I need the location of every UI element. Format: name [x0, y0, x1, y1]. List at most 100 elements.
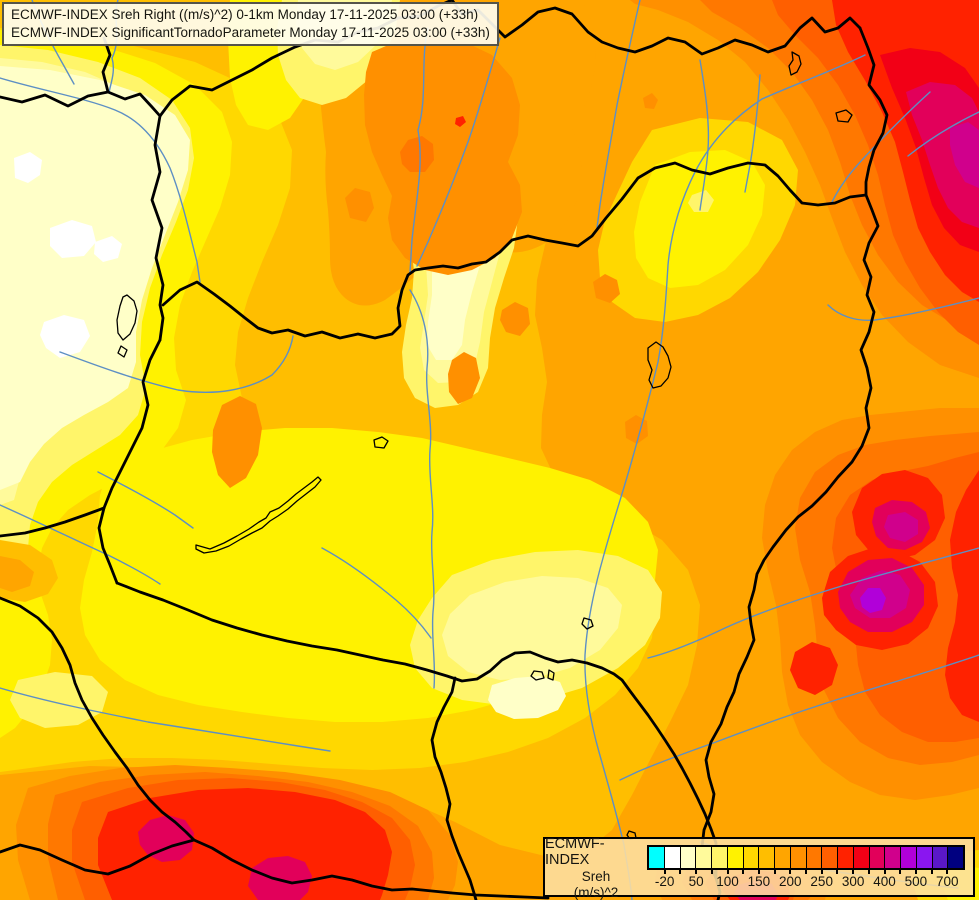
contour-region [248, 856, 312, 900]
scale-tick-label: 150 [747, 874, 771, 889]
country-border-line [150, 114, 165, 342]
scale-tick-label: 200 [779, 874, 802, 889]
color-swatch [852, 847, 869, 868]
contour-region [945, 470, 979, 722]
contour-region [40, 315, 90, 358]
country-border-line [0, 596, 196, 842]
color-scale-tick-labels: -20 50 100 150 200 250 300 400 500 700 [649, 874, 963, 890]
color-swatch [900, 847, 916, 868]
small-lake-outline [373, 436, 389, 449]
color-swatch [868, 847, 885, 868]
color-swatch [931, 847, 948, 868]
scale-tick [726, 868, 729, 874]
contour-region [345, 188, 374, 222]
river [596, 0, 641, 229]
lake-balaton-outline [195, 476, 322, 554]
color-swatch [695, 847, 711, 868]
color-swatch [884, 847, 900, 868]
river [409, 27, 429, 273]
color-swatch [679, 847, 696, 868]
scale-tick [930, 868, 933, 874]
color-scale-ticks [649, 868, 963, 874]
contour-region [790, 642, 838, 695]
contour-region [593, 274, 620, 303]
legend-parameter-label: Sreh [581, 868, 611, 884]
forecast-title-line2: ECMWF-INDEX SignificantTornadoParameter … [11, 24, 490, 40]
river [0, 687, 331, 752]
color-swatch [915, 847, 932, 868]
river [827, 297, 979, 322]
scale-tick-label: -20 [654, 874, 675, 889]
river [619, 654, 979, 781]
legend-units-label: (m/s)^2 [573, 884, 619, 900]
legend-labels: ECMWF-INDEX Sreh (m/s)^2 [545, 836, 647, 900]
river [416, 37, 501, 267]
scale-tick-label: 300 [841, 874, 865, 889]
contour-region [500, 302, 530, 336]
contour-region [448, 352, 480, 404]
contour-region [950, 122, 979, 188]
scale-tick [867, 868, 870, 874]
country-border-line [115, 581, 718, 880]
country-border-line [450, 0, 862, 56]
color-swatch [758, 847, 774, 868]
legend-panel: ECMWF-INDEX Sreh (m/s)^2 -20 50 100 150 200 2… [543, 836, 975, 900]
color-swatch [947, 847, 963, 868]
small-lake-outline [788, 51, 802, 76]
contour-region [10, 672, 108, 728]
color-swatch [726, 847, 743, 868]
contour-region [643, 93, 658, 109]
country-border-line [430, 676, 478, 900]
scale-tick [695, 868, 698, 874]
scale-tick-label: 500 [904, 874, 928, 889]
color-swatch [711, 847, 727, 868]
contour-region [398, 226, 428, 251]
river [647, 547, 979, 659]
scale-tick [836, 868, 839, 874]
contour-region [94, 236, 122, 262]
scale-tick [914, 868, 917, 874]
small-lake-outline [835, 109, 853, 123]
forecast-title-line1: ECMWF-INDEX Sreh Right ((m/s)^2) 0-1km M… [11, 7, 479, 22]
contour-region [884, 512, 918, 542]
country-border-line [0, 506, 106, 538]
scale-tick [805, 868, 807, 874]
contour-region [212, 396, 262, 488]
color-scale-bar [647, 845, 965, 870]
contour-region [98, 788, 392, 900]
contour-region [860, 588, 886, 613]
lake-tisza-outline [647, 341, 672, 389]
contour-region [488, 676, 566, 719]
color-swatch [805, 847, 822, 868]
scale-tick [757, 868, 760, 874]
legend-scale: -20 50 100 150 200 250 300 400 500 700 [647, 844, 965, 895]
country-border-line [97, 338, 162, 585]
contour-region [400, 136, 434, 172]
small-lake-outline [581, 617, 594, 630]
country-border-line [0, 838, 550, 900]
scale-tick-label: 250 [810, 874, 833, 889]
scale-tick [899, 868, 902, 874]
scale-tick [663, 868, 666, 874]
contour-region [634, 150, 765, 288]
river [321, 547, 432, 639]
country-borders [0, 0, 889, 900]
country-border-line [700, 26, 889, 900]
river [409, 289, 436, 689]
river [0, 504, 161, 585]
color-swatch [774, 847, 790, 868]
river [584, 54, 866, 900]
river [831, 91, 931, 203]
scale-tick [742, 868, 745, 874]
color-swatch [649, 847, 664, 868]
river [0, 77, 201, 283]
small-lake-outline [547, 669, 555, 681]
river [907, 111, 979, 157]
contour-region [0, 556, 34, 592]
scale-tick [883, 868, 886, 874]
scale-tick [679, 868, 682, 874]
lake-neusiedl-outline [116, 294, 138, 341]
